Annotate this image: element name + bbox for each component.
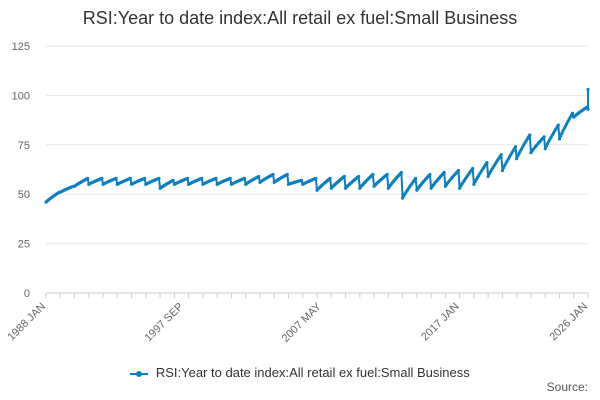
- x-tick-label: 2026 JAN: [547, 301, 590, 344]
- data-point[interactable]: [428, 172, 432, 177]
- data-point[interactable]: [200, 176, 204, 180]
- x-tick-label: 2017 JAN: [419, 301, 462, 344]
- data-point[interactable]: [544, 144, 549, 148]
- data-point[interactable]: [499, 153, 503, 157]
- data-point[interactable]: [114, 176, 118, 180]
- x-tick-label: 1997 SEP: [142, 301, 186, 345]
- legend[interactable]: RSI:Year to date index:All retail ex fue…: [0, 365, 600, 380]
- data-point[interactable]: [513, 145, 518, 149]
- data-point[interactable]: [214, 176, 218, 180]
- series-line: [45, 89, 589, 203]
- legend-swatch-icon: [130, 370, 149, 377]
- source-label: Source:: [546, 380, 588, 394]
- data-point[interactable]: [515, 157, 519, 161]
- data-point[interactable]: [456, 168, 461, 173]
- y-tick-label: 75: [18, 140, 30, 152]
- data-point[interactable]: [542, 135, 546, 139]
- data-point[interactable]: [100, 176, 104, 180]
- plot-area: [44, 87, 590, 204]
- data-point[interactable]: [86, 176, 90, 180]
- data-point[interactable]: [516, 154, 520, 158]
- data-point[interactable]: [328, 176, 332, 180]
- data-point[interactable]: [500, 168, 505, 173]
- y-tick-label: 25: [18, 239, 30, 251]
- data-point[interactable]: [543, 147, 547, 151]
- data-point[interactable]: [285, 172, 289, 177]
- data-point[interactable]: [357, 174, 361, 179]
- data-point[interactable]: [471, 166, 475, 171]
- data-point[interactable]: [242, 176, 247, 180]
- y-tick-label: 125: [12, 41, 30, 53]
- data-point[interactable]: [185, 176, 190, 180]
- data-point[interactable]: [399, 170, 403, 175]
- data-point[interactable]: [560, 131, 564, 135]
- data-point[interactable]: [557, 137, 562, 141]
- data-point[interactable]: [257, 174, 261, 179]
- data-point[interactable]: [143, 176, 147, 180]
- data-point[interactable]: [385, 172, 389, 177]
- data-point[interactable]: [128, 176, 132, 180]
- x-tick-label: 1988 JAN: [5, 301, 48, 344]
- data-point[interactable]: [586, 87, 590, 92]
- data-point[interactable]: [472, 182, 476, 186]
- data-point[interactable]: [442, 170, 446, 175]
- chart-title: RSI:Year to date index:All retail ex fue…: [82, 8, 518, 28]
- data-point[interactable]: [570, 111, 575, 115]
- data-point[interactable]: [314, 176, 318, 180]
- legend-label: RSI:Year to date index:All retail ex fue…: [155, 365, 470, 380]
- x-axis: 1988 JAN 1997 SEP 2007 MAY 2017 JAN 2026 JAN: [5, 292, 590, 345]
- data-point[interactable]: [271, 172, 275, 177]
- y-axis: 0 25 50 75 100 125: [12, 41, 30, 300]
- data-point[interactable]: [586, 107, 590, 111]
- data-point[interactable]: [528, 133, 532, 137]
- data-point[interactable]: [342, 174, 346, 179]
- data-point[interactable]: [228, 176, 232, 180]
- data-point[interactable]: [485, 160, 489, 165]
- y-tick-label: 0: [24, 288, 30, 300]
- data-point[interactable]: [157, 176, 161, 180]
- y-tick-label: 50: [18, 189, 30, 201]
- data-point[interactable]: [502, 166, 506, 170]
- data-point[interactable]: [371, 172, 375, 177]
- x-tick-label: 2007 MAY: [280, 300, 325, 345]
- gridlines: [46, 45, 588, 245]
- data-point[interactable]: [171, 178, 175, 182]
- data-point[interactable]: [559, 134, 563, 138]
- data-point[interactable]: [556, 123, 560, 127]
- data-point[interactable]: [299, 178, 304, 182]
- y-tick-label: 100: [12, 90, 30, 102]
- data-point[interactable]: [414, 176, 418, 180]
- data-point[interactable]: [486, 174, 490, 179]
